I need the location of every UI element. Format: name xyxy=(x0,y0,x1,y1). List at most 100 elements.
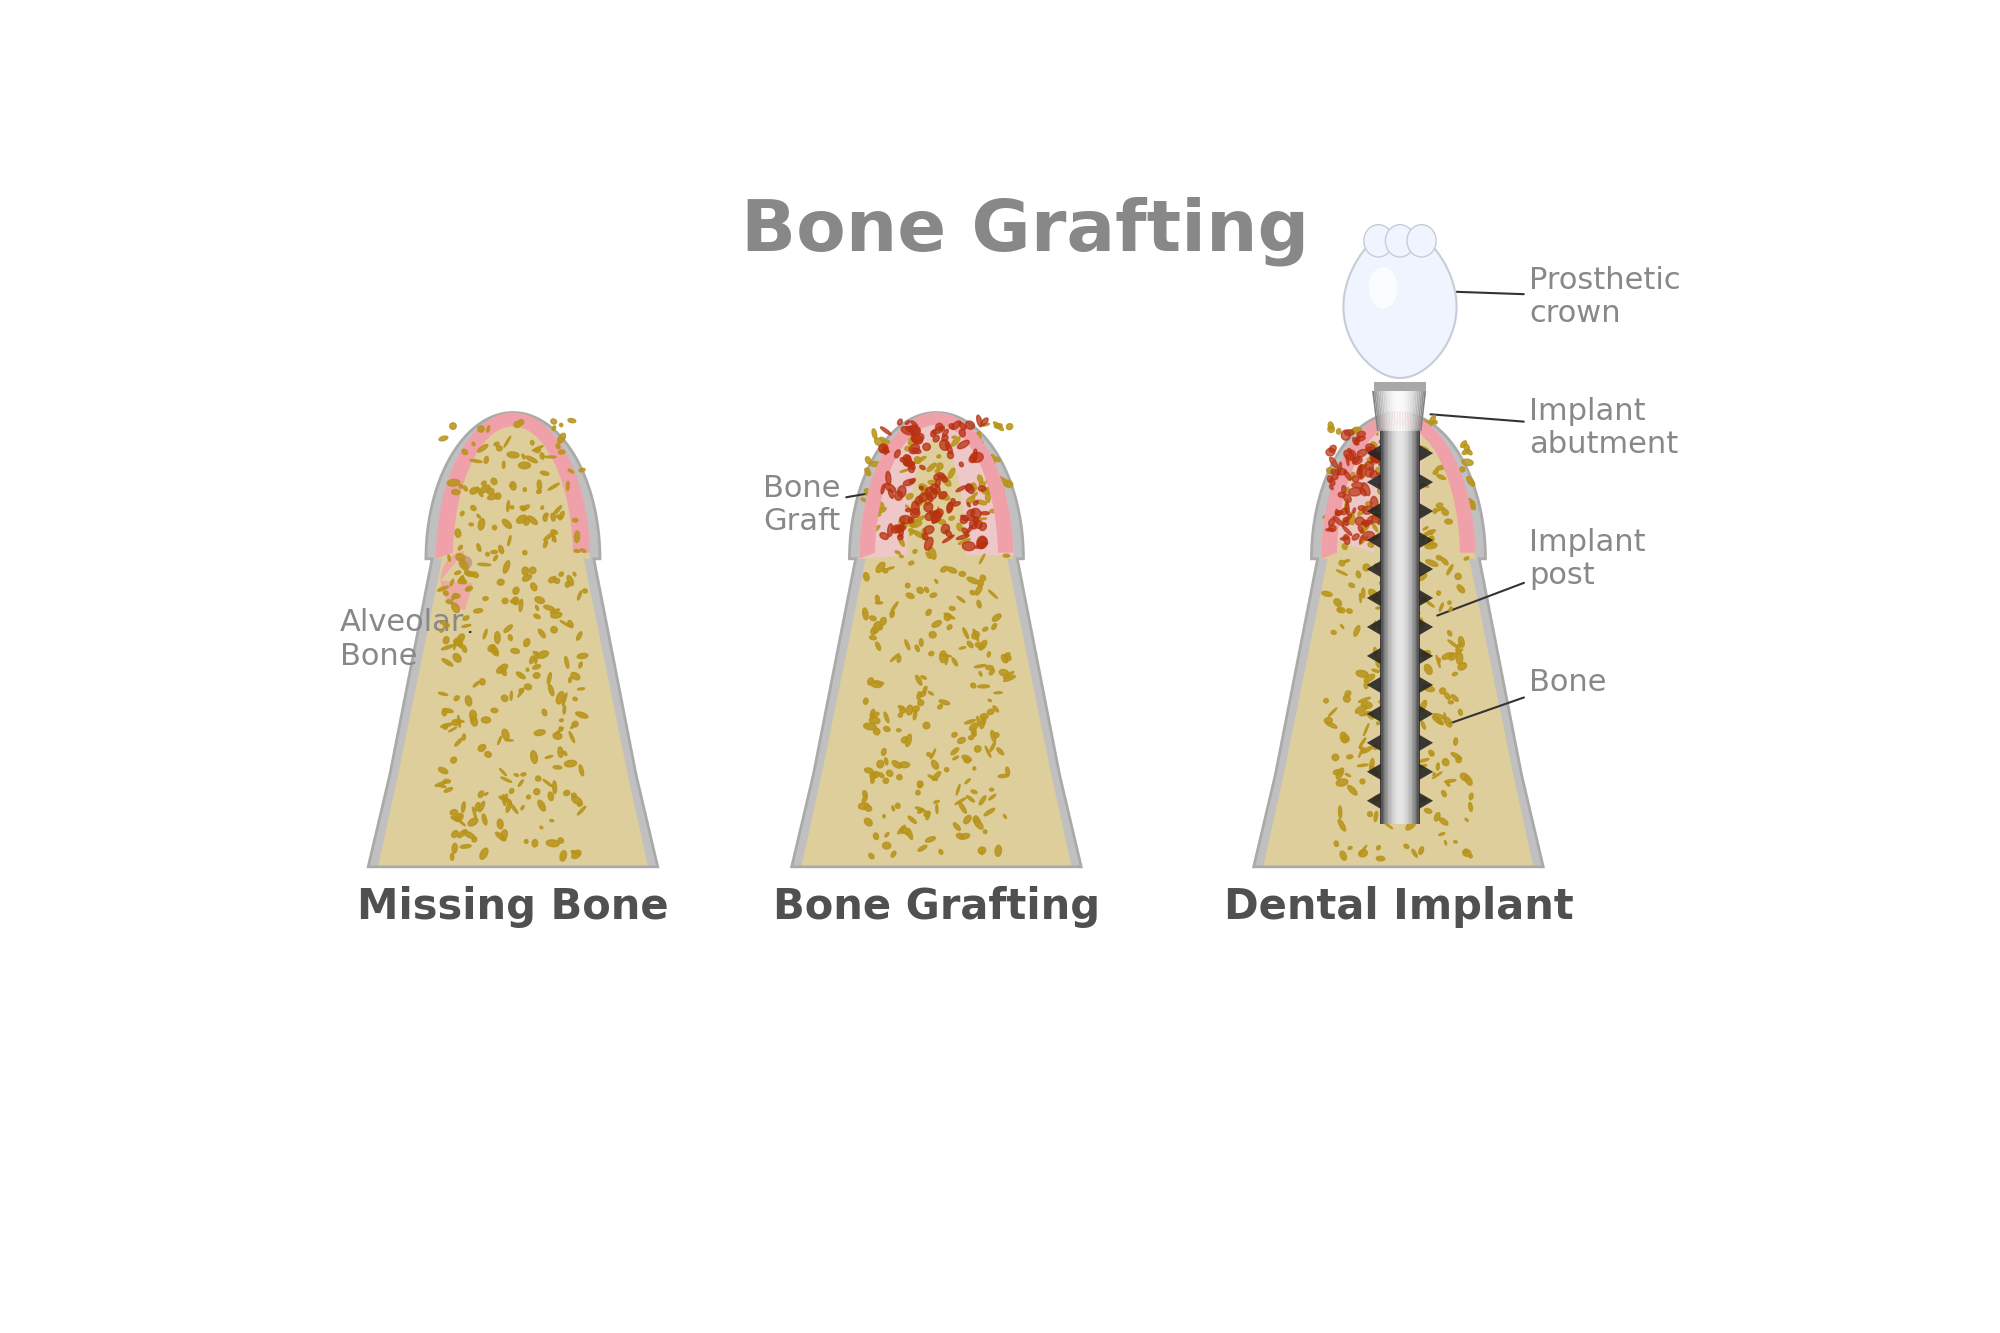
Ellipse shape xyxy=(1412,611,1420,617)
Ellipse shape xyxy=(496,664,508,673)
Ellipse shape xyxy=(876,596,880,603)
Ellipse shape xyxy=(1358,449,1366,457)
Ellipse shape xyxy=(916,676,922,685)
Ellipse shape xyxy=(440,629,444,632)
Ellipse shape xyxy=(1376,505,1384,512)
Text: Prosthetic
crown: Prosthetic crown xyxy=(1442,265,1680,328)
Ellipse shape xyxy=(1370,471,1378,479)
Ellipse shape xyxy=(476,544,480,552)
Ellipse shape xyxy=(880,627,882,629)
Ellipse shape xyxy=(892,761,902,768)
Ellipse shape xyxy=(1362,588,1364,599)
Ellipse shape xyxy=(1406,713,1412,720)
Ellipse shape xyxy=(522,575,532,581)
Ellipse shape xyxy=(1372,509,1378,520)
Ellipse shape xyxy=(1392,749,1400,757)
Ellipse shape xyxy=(918,809,922,813)
Ellipse shape xyxy=(458,829,466,837)
Ellipse shape xyxy=(458,816,462,818)
Ellipse shape xyxy=(976,543,988,548)
Ellipse shape xyxy=(928,463,936,472)
Ellipse shape xyxy=(878,503,884,509)
Ellipse shape xyxy=(1360,536,1364,544)
Ellipse shape xyxy=(452,817,460,821)
Ellipse shape xyxy=(1378,484,1386,488)
Ellipse shape xyxy=(970,452,984,463)
Ellipse shape xyxy=(1374,648,1378,657)
Polygon shape xyxy=(1412,391,1418,431)
Ellipse shape xyxy=(520,600,522,612)
Ellipse shape xyxy=(906,427,920,433)
Ellipse shape xyxy=(1338,806,1342,818)
Polygon shape xyxy=(1404,391,1406,431)
Ellipse shape xyxy=(1380,439,1386,444)
Ellipse shape xyxy=(952,499,956,503)
Ellipse shape xyxy=(494,632,500,644)
Ellipse shape xyxy=(1360,465,1362,477)
Ellipse shape xyxy=(928,774,938,780)
Ellipse shape xyxy=(976,817,980,822)
Ellipse shape xyxy=(1410,660,1414,665)
Ellipse shape xyxy=(510,484,512,487)
Ellipse shape xyxy=(976,432,980,444)
Polygon shape xyxy=(1420,648,1434,664)
Ellipse shape xyxy=(912,448,920,453)
Ellipse shape xyxy=(986,665,994,669)
Ellipse shape xyxy=(1430,435,1434,437)
Ellipse shape xyxy=(918,700,924,705)
Ellipse shape xyxy=(1412,797,1416,809)
Ellipse shape xyxy=(484,793,488,796)
Ellipse shape xyxy=(460,512,464,516)
Ellipse shape xyxy=(1444,519,1452,524)
Ellipse shape xyxy=(952,421,960,429)
Ellipse shape xyxy=(1342,544,1348,549)
Ellipse shape xyxy=(564,657,568,668)
Ellipse shape xyxy=(1380,475,1386,481)
Ellipse shape xyxy=(576,712,588,718)
Ellipse shape xyxy=(898,713,902,717)
Ellipse shape xyxy=(534,597,544,604)
Ellipse shape xyxy=(1330,445,1336,452)
Ellipse shape xyxy=(1326,468,1334,473)
Ellipse shape xyxy=(1378,700,1388,704)
Ellipse shape xyxy=(1326,448,1334,456)
Ellipse shape xyxy=(924,503,932,512)
Ellipse shape xyxy=(874,728,880,734)
Ellipse shape xyxy=(986,746,990,757)
Ellipse shape xyxy=(890,612,894,615)
Ellipse shape xyxy=(966,421,974,429)
Polygon shape xyxy=(1322,412,1476,559)
Ellipse shape xyxy=(1004,480,1012,488)
Ellipse shape xyxy=(484,456,488,464)
Ellipse shape xyxy=(930,484,940,495)
Ellipse shape xyxy=(464,830,474,838)
Ellipse shape xyxy=(1418,758,1430,762)
Ellipse shape xyxy=(540,471,548,476)
Ellipse shape xyxy=(978,685,990,688)
Ellipse shape xyxy=(1332,475,1338,480)
Ellipse shape xyxy=(1338,463,1342,475)
Ellipse shape xyxy=(1422,536,1426,540)
Ellipse shape xyxy=(926,837,936,842)
Ellipse shape xyxy=(1410,611,1414,619)
Ellipse shape xyxy=(990,509,996,513)
Ellipse shape xyxy=(1358,465,1366,479)
Ellipse shape xyxy=(520,805,524,810)
Ellipse shape xyxy=(486,425,490,432)
Ellipse shape xyxy=(1424,664,1432,674)
Ellipse shape xyxy=(932,488,938,493)
Ellipse shape xyxy=(1404,664,1412,670)
Ellipse shape xyxy=(1390,627,1394,633)
Ellipse shape xyxy=(558,746,564,757)
Ellipse shape xyxy=(870,627,878,635)
Ellipse shape xyxy=(962,756,972,761)
Ellipse shape xyxy=(906,593,914,599)
Ellipse shape xyxy=(1346,609,1352,613)
Ellipse shape xyxy=(870,709,874,718)
Ellipse shape xyxy=(956,535,970,540)
Ellipse shape xyxy=(1404,844,1408,848)
Ellipse shape xyxy=(506,801,512,812)
Ellipse shape xyxy=(1406,651,1412,661)
Ellipse shape xyxy=(1424,529,1436,536)
Ellipse shape xyxy=(1348,488,1362,496)
